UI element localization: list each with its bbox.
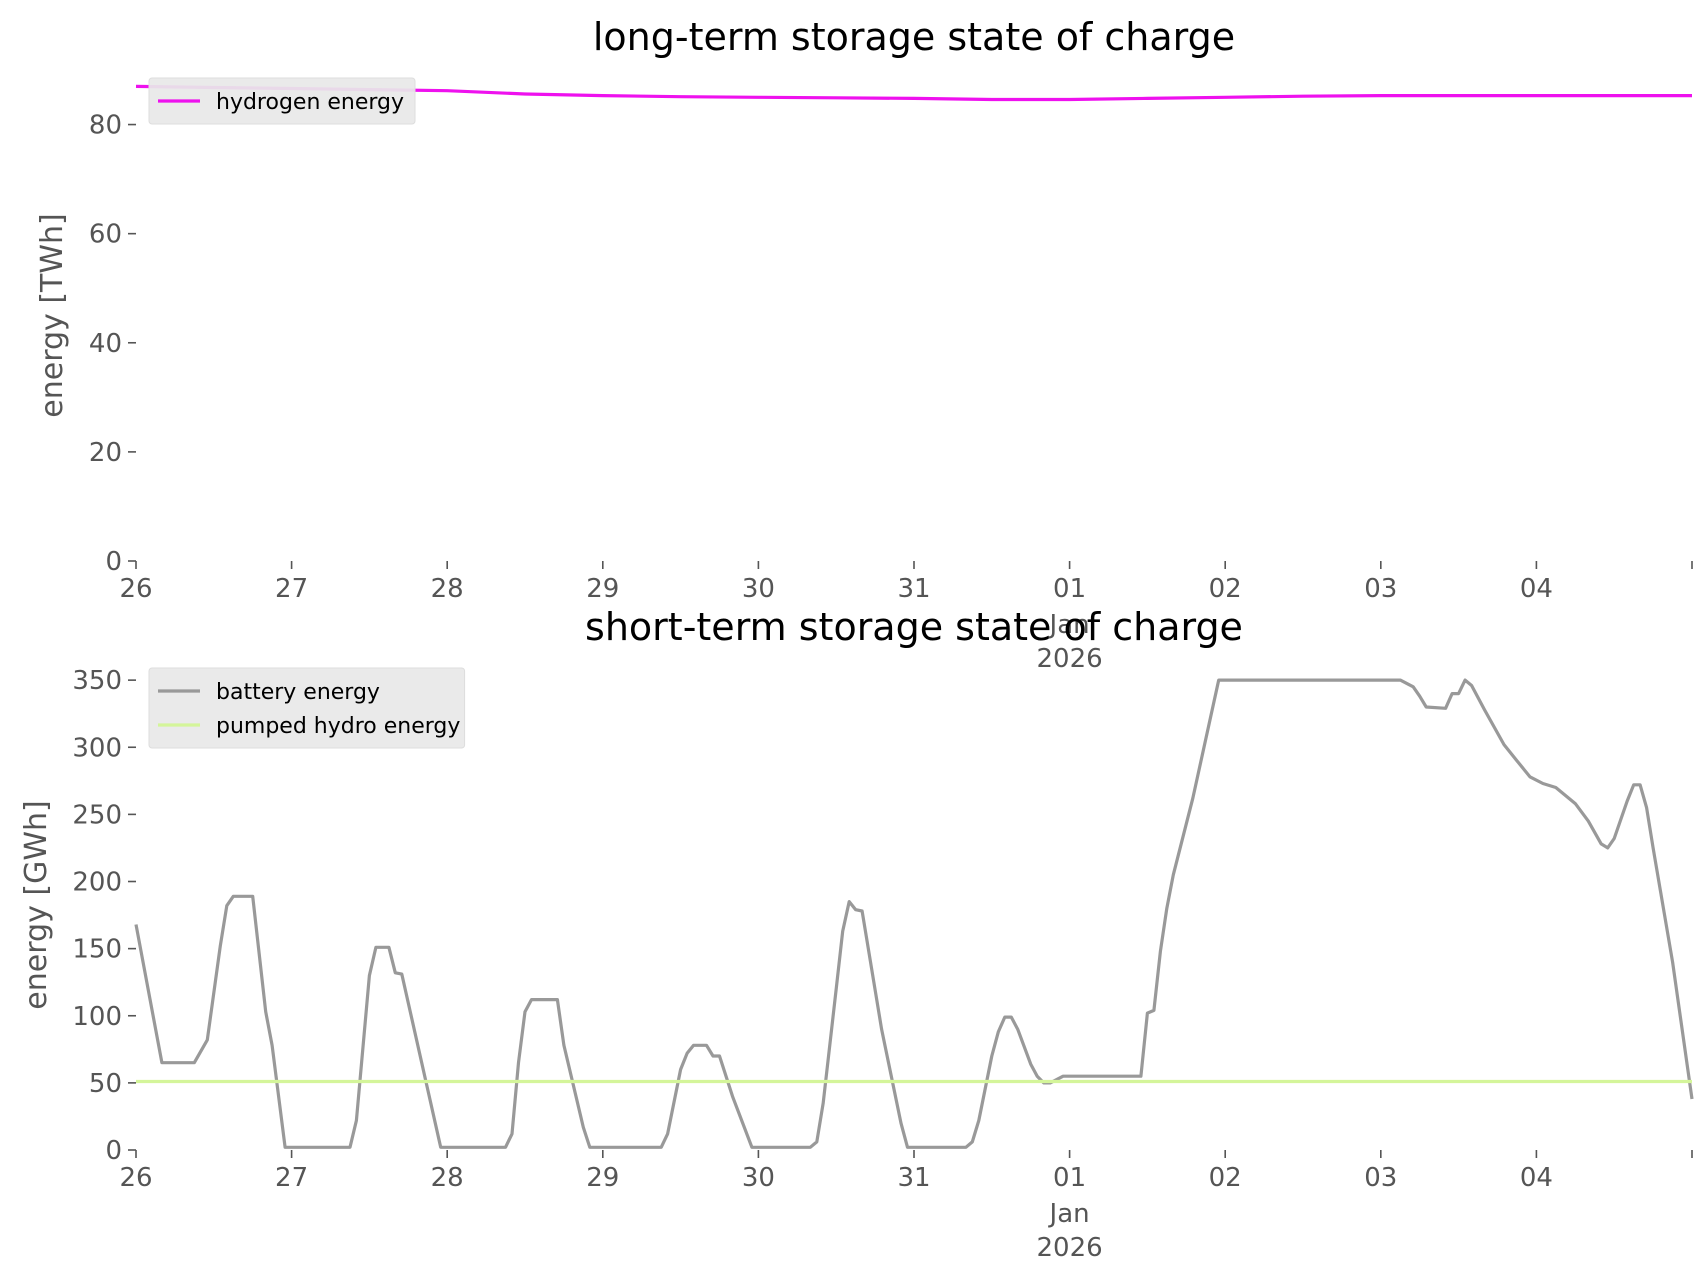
x-tick-sublabel: 2026	[1037, 1233, 1103, 1263]
legend-label: pumped hydro energy	[216, 714, 460, 739]
y-tick-label: 300	[72, 733, 122, 763]
legend: battery energy pumped hydro energy	[148, 667, 466, 749]
x-tick-sublabel: Jan	[1048, 1199, 1090, 1229]
x-tick-label: 31	[897, 1163, 930, 1193]
x-tick-label: 27	[275, 574, 308, 604]
x-tick-label: 02	[1209, 574, 1242, 604]
x-tick-sublabel: Jan	[1048, 610, 1090, 640]
x-tick-label: 26	[119, 1163, 152, 1193]
x-tick-label: 30	[742, 574, 775, 604]
y-tick-label: 80	[89, 111, 122, 141]
x-tick-label: 03	[1364, 1163, 1397, 1193]
x-tick-label: 28	[431, 574, 464, 604]
y-tick-label: 250	[72, 800, 122, 830]
legend-label: battery energy	[216, 680, 380, 705]
x-tick-label: 04	[1520, 1163, 1553, 1193]
x-tick-label: 29	[586, 574, 619, 604]
x-tick-label: 04	[1520, 574, 1553, 604]
y-axis-label: energy [TWh]	[35, 213, 70, 417]
y-tick-label: 0	[105, 547, 122, 577]
y-tick-label: 0	[105, 1136, 122, 1166]
series-line-battery-energy	[134, 678, 1694, 1149]
x-tick-label: 28	[431, 1163, 464, 1193]
x-tick-label: 02	[1209, 1163, 1242, 1193]
legend-box	[148, 667, 466, 749]
x-tick-label: 03	[1364, 574, 1397, 604]
legend: hydrogen energy	[148, 77, 416, 125]
chart-panel-2: short-term storage state of charge energy…	[19, 605, 1694, 1263]
chart-title: short-term storage state of charge	[585, 605, 1243, 649]
legend-box	[148, 77, 416, 125]
chart-title: long-term storage state of charge	[593, 15, 1235, 59]
y-tick-label: 40	[89, 329, 122, 359]
x-tick-label: 01	[1053, 1163, 1086, 1193]
x-tick-sublabel: 2026	[1037, 644, 1103, 674]
y-tick-label: 20	[89, 438, 122, 468]
x-tick-label: 26	[119, 574, 152, 604]
x-tick-label: 29	[586, 1163, 619, 1193]
y-tick-label: 100	[72, 1002, 122, 1032]
y-tick-label: 50	[89, 1069, 122, 1099]
x-tick-label: 01	[1053, 574, 1086, 604]
x-tick-label: 30	[742, 1163, 775, 1193]
chart-panel-1: long-term storage state of charge energy …	[35, 15, 1693, 674]
y-tick-label: 60	[89, 220, 122, 250]
y-axis-label: energy [GWh]	[19, 800, 54, 1009]
x-tick-label: 27	[275, 1163, 308, 1193]
y-tick-label: 200	[72, 868, 122, 898]
y-tick-label: 150	[72, 935, 122, 965]
x-tick-label: 31	[897, 574, 930, 604]
y-tick-label: 350	[72, 666, 122, 696]
legend-label: hydrogen energy	[216, 90, 404, 115]
